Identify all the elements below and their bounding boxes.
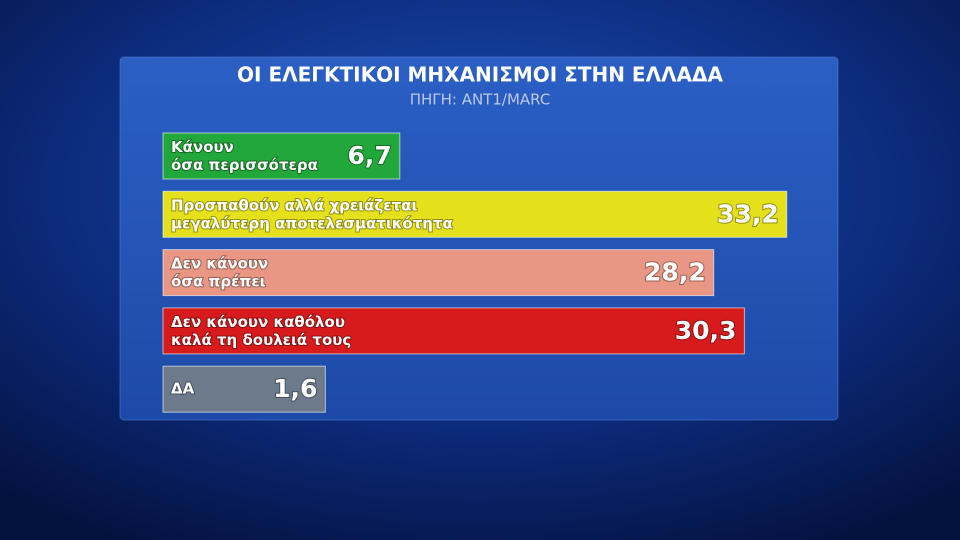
- bar: [162, 307, 745, 355]
- chart-subtitle: ΠΗΓΗ: ANT1/MARC: [410, 91, 551, 109]
- bar: [162, 249, 715, 297]
- category-label: Κάνουν όσα περισσότερα: [171, 138, 318, 174]
- bar: [162, 132, 401, 180]
- value-label: 1,6: [273, 374, 317, 403]
- value-label: 6,7: [348, 141, 392, 170]
- category-label: ΔΑ: [171, 380, 195, 398]
- value-label: 33,2: [717, 199, 779, 228]
- category-label: Δεν κάνουν καθόλου καλά τη δουλειά τους: [171, 312, 351, 348]
- category-label: Δεν κάνουν όσα πρέπει: [171, 254, 268, 290]
- value-label: 28,2: [644, 258, 706, 287]
- panel: [119, 56, 839, 421]
- bar: [162, 365, 326, 413]
- chart-title: ΟΙ ΕΛΕΓΚΤΙΚΟΙ ΜΗΧΑΝΙΣΜΟΙ ΣΤΗΝ ΕΛΛΑΔΑ: [237, 63, 723, 87]
- value-label: 30,3: [675, 316, 737, 345]
- bar: [162, 190, 788, 238]
- category-label: Προσπαθούν αλλά χρειάζεται μεγαλύτερη απο…: [171, 196, 453, 232]
